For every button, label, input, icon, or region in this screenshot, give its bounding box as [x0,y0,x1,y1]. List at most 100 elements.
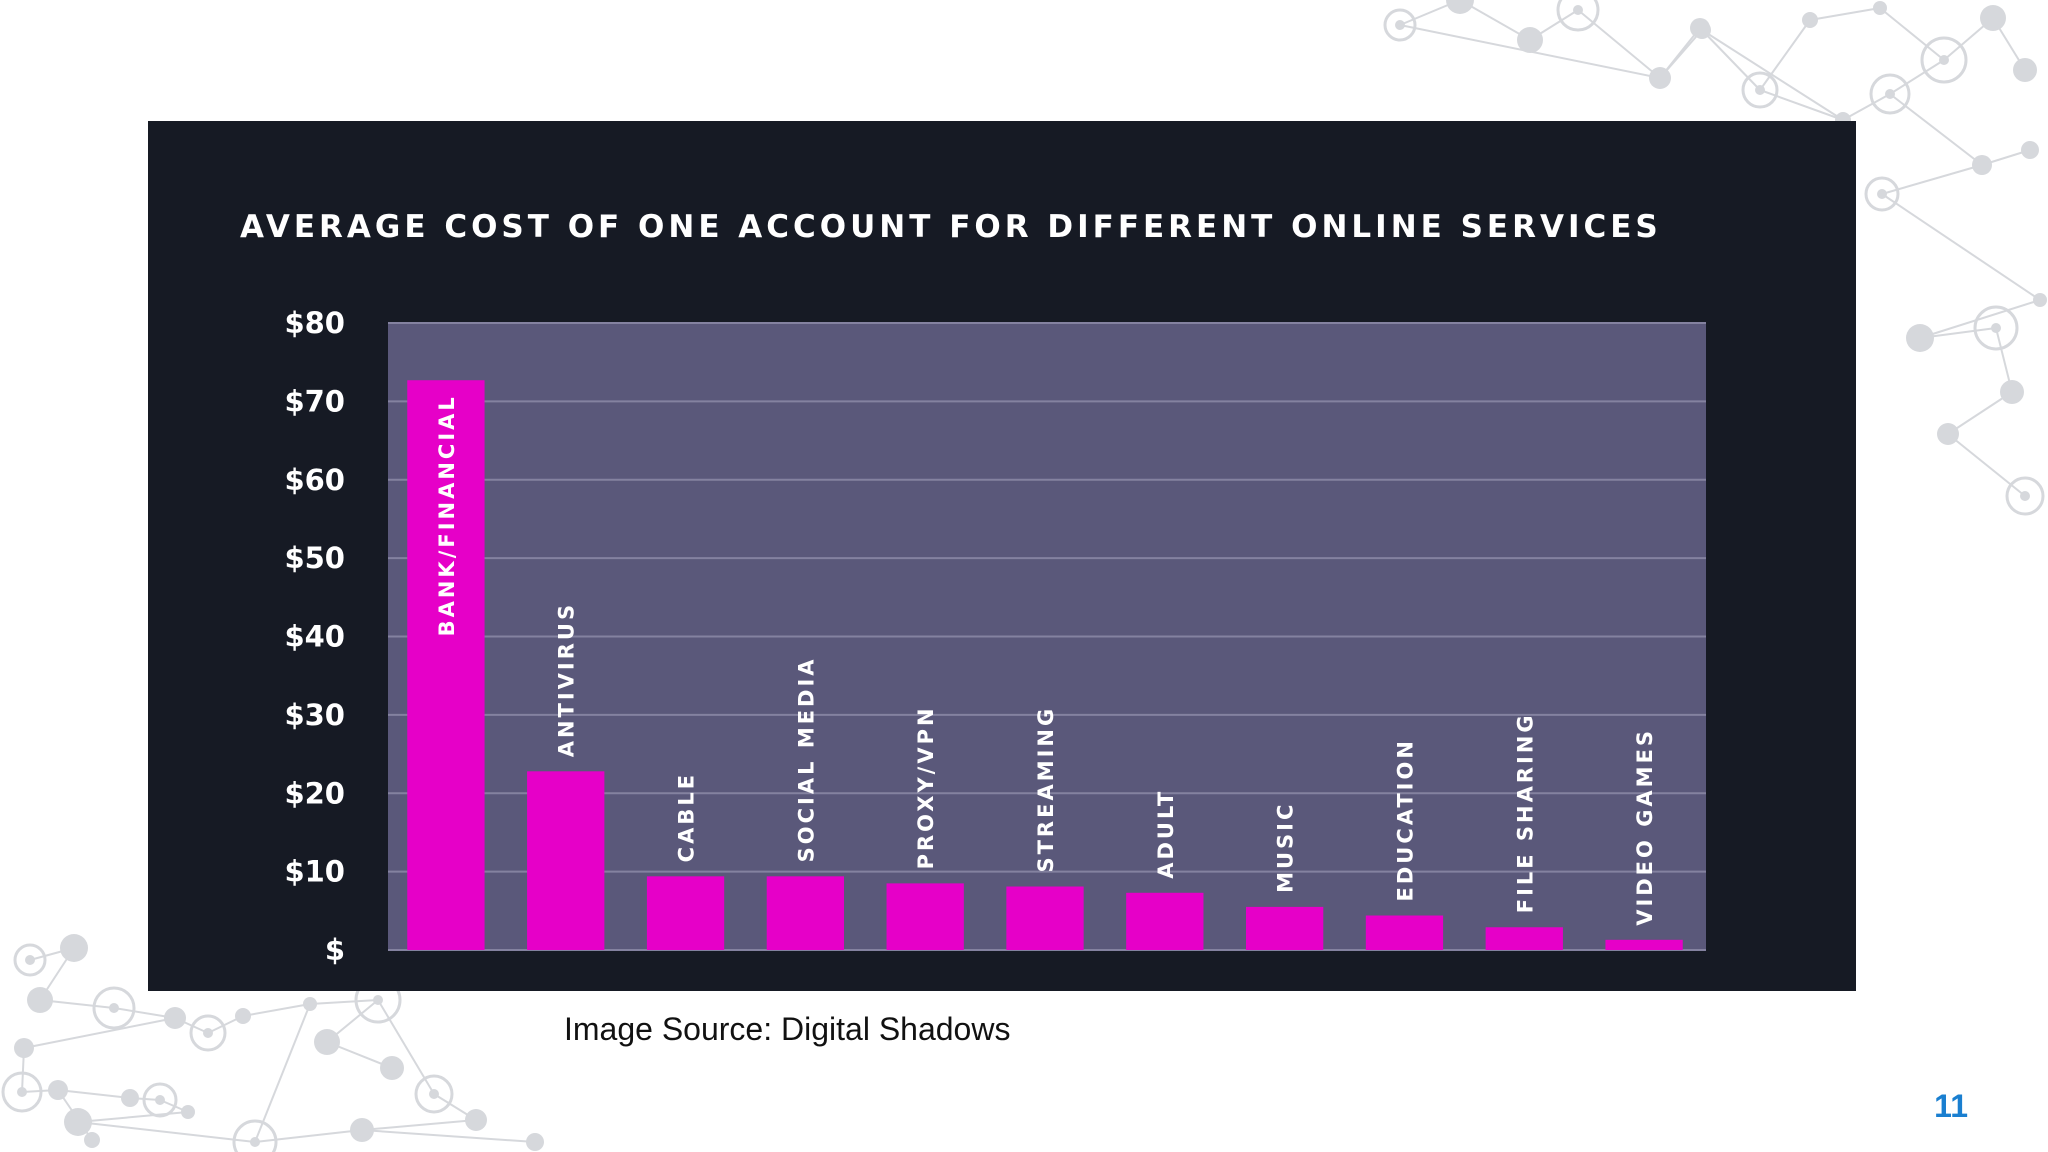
network-node [2000,380,2024,404]
network-node [1446,0,1474,14]
network-node [48,1080,68,1100]
network-node [92,986,136,1030]
network-node [1972,155,1992,175]
network-node [465,1109,487,1131]
bar [1006,886,1084,950]
y-tick-label: $80 [284,306,345,340]
network-node [1556,0,1600,32]
bar [527,771,605,950]
y-tick-label: $70 [284,384,345,418]
chart-title: AVERAGE COST OF ONE ACCOUNT FOR DIFFEREN… [240,209,1662,245]
bar-label: STREAMING [1034,706,1058,873]
network-node [1980,5,2006,31]
network-edge [1577,9,1661,79]
bars [407,380,1683,950]
network-node [1,1071,43,1113]
network-node [27,987,53,1013]
network-edge [1759,89,1844,121]
network-edge [1759,19,1811,91]
network-node [181,1105,195,1119]
network-node [1517,27,1543,53]
network-node-center [1885,89,1895,99]
network-node-center [373,995,383,1005]
network-node-center [25,955,35,965]
network-edge [309,999,379,1005]
bar-label: MUSIC [1274,802,1298,893]
bar [1605,939,1683,950]
network-edge [1919,299,2041,339]
y-axis-ticks: $ $10 $20 $30 $40 $50 $60 $70 $80 [284,306,345,967]
network-node [350,1118,374,1142]
network-edge [242,1003,311,1017]
network-edge [1809,7,1881,21]
network-node [314,1029,340,1055]
network-edge [377,999,435,1095]
network-node [232,1119,278,1152]
network-node [1906,324,1934,352]
bar [407,380,485,950]
network-edge [1947,433,2026,497]
network-node [1802,12,1818,28]
network-node-center [2020,491,2030,501]
network-node [189,1014,227,1052]
network-node [1864,176,1900,212]
bar-label: ADULT [1154,789,1178,879]
network-edge [1842,93,1891,121]
network-node-center [1991,323,2001,333]
network-node [380,1056,404,1080]
network-node [121,1089,139,1107]
bar [1126,892,1204,950]
network-node [1873,1,1887,15]
bar [1245,906,1324,950]
network-node [142,1082,178,1118]
network-node-center [203,1028,213,1038]
network-node [1693,21,1711,39]
network-node-center [109,1003,119,1013]
network-node [2033,293,2047,307]
y-tick-label: $10 [284,855,345,889]
network-edge [1699,27,1761,91]
network-node [13,943,47,977]
bar-labels: BANK/FINANCIAL ANTIVIRUS CABLE SOCIAL MEDIA… [435,394,1657,926]
y-tick-label: $50 [284,541,345,575]
network-edge [23,1017,176,1049]
network-node [14,1038,34,1058]
network-edge [1947,391,2013,435]
network-edge [57,1089,131,1099]
bar-label: PROXY/VPN [914,705,938,869]
y-tick-label: $ [325,933,345,967]
network-edge [77,1111,189,1123]
bar [1365,915,1444,950]
network-node-center [1877,189,1887,199]
bar-chart: $ $10 $20 $30 $40 $50 $60 $70 $80 BANK/FINANCIAL… [284,306,1706,967]
network-node-center [1395,20,1405,30]
network-node [1649,67,1671,89]
network-node [526,1133,544,1151]
network-node [1973,305,2019,351]
bar-label: CABLE [675,772,699,862]
network-node [1937,423,1959,445]
network-edge [1881,193,2041,301]
network-node [164,1007,186,1029]
bar-label: EDUCATION [1393,738,1417,901]
network-edge [1701,29,1844,121]
network-node [303,997,317,1011]
network-node [1741,71,1779,109]
network-node [414,1074,454,1114]
network-node [64,1108,92,1136]
network-node [2013,58,2037,82]
image-source-caption: Image Source: Digital Shadows [564,1011,1011,1047]
network-edge [361,1129,536,1143]
bar-label: BANK/FINANCIAL [435,394,459,636]
network-node [2021,141,2039,159]
network-node [1383,8,1417,42]
network-node-center [1755,85,1765,95]
bar [886,883,964,950]
network-node [235,1008,251,1024]
y-tick-label: $30 [284,698,345,732]
network-node-center [1573,5,1583,15]
network-edge [1879,7,1945,61]
bar [1485,927,1563,950]
bar-label: VIDEO GAMES [1633,728,1657,926]
